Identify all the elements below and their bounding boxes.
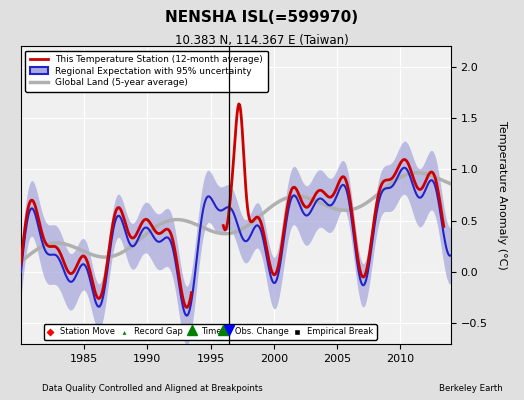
- Text: Data Quality Controlled and Aligned at Breakpoints: Data Quality Controlled and Aligned at B…: [42, 384, 263, 393]
- Y-axis label: Temperature Anomaly (°C): Temperature Anomaly (°C): [497, 121, 507, 269]
- Text: NENSHA ISL(=599970): NENSHA ISL(=599970): [166, 10, 358, 25]
- Text: 10.383 N, 114.367 E (Taiwan): 10.383 N, 114.367 E (Taiwan): [175, 34, 349, 47]
- Legend: Station Move, Record Gap, Time of Obs. Change, Empirical Break: Station Move, Record Gap, Time of Obs. C…: [43, 324, 377, 340]
- Text: Berkeley Earth: Berkeley Earth: [439, 384, 503, 393]
